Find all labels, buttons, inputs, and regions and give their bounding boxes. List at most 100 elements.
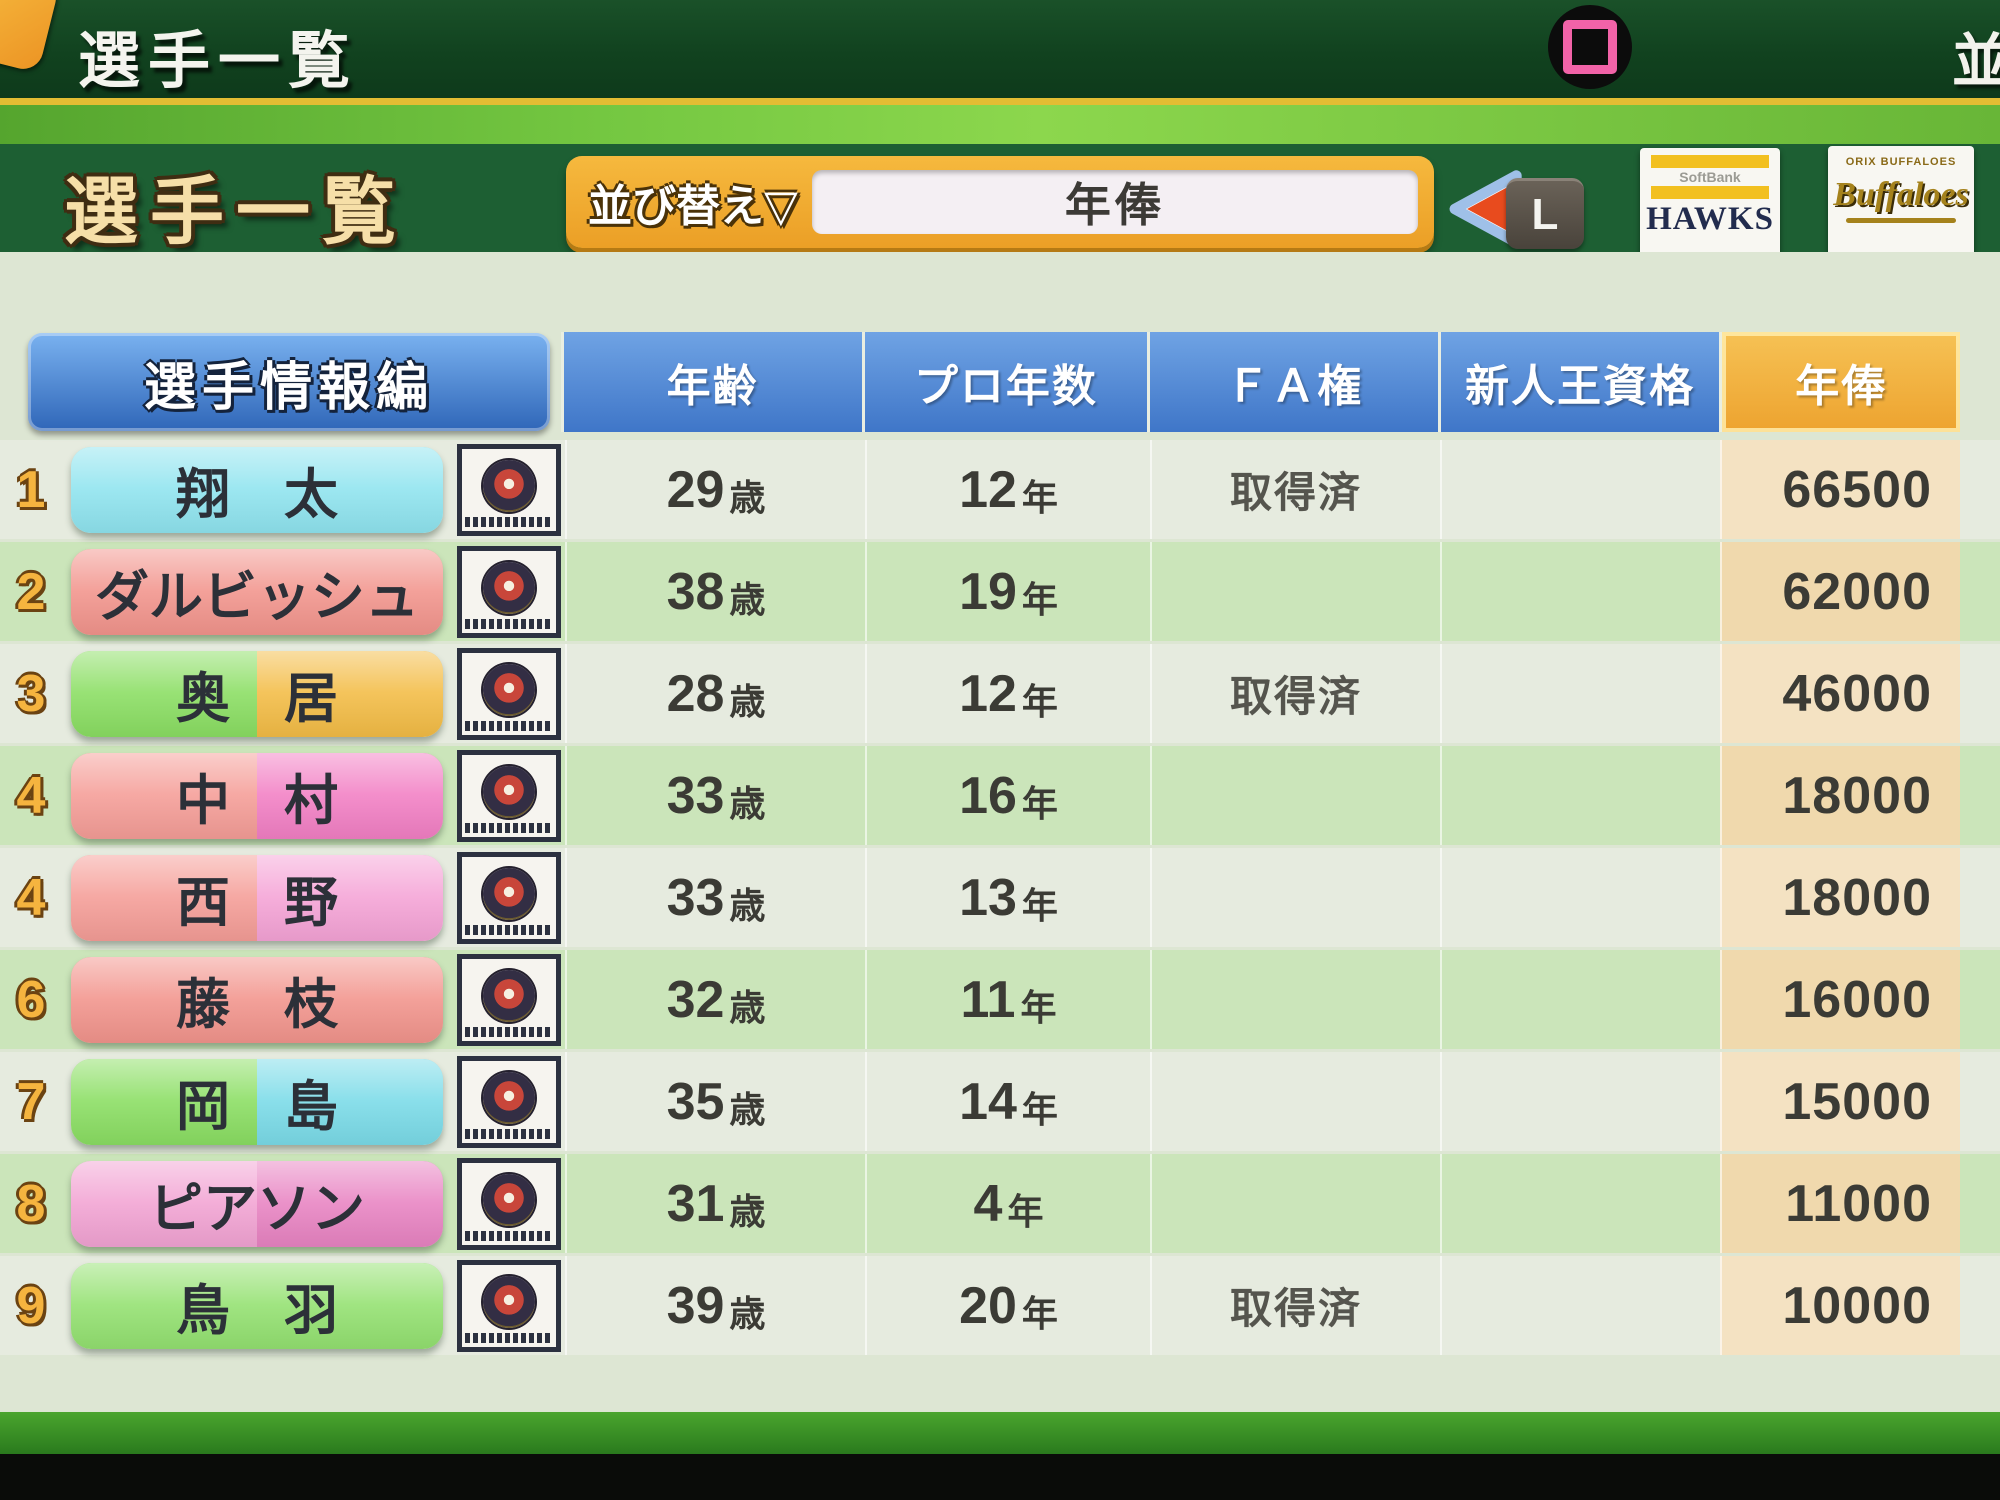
team-crest-icon [482,765,535,818]
square-button-icon[interactable] [1548,5,1632,89]
sort-value: 年俸 [1064,179,1165,231]
player-name: 奥 居 [176,669,338,729]
team-badge [456,647,561,740]
player-name-plate: 西 野 [71,854,443,941]
column-header-rookie: 新人王資格 [1438,332,1720,432]
player-row[interactable]: 1 翔 太 29 歳 12 年 取得済 66500 [0,440,2000,539]
team-crest-icon [482,1275,535,1328]
title-bar: 選手一覧 並 [0,0,2000,98]
l-shoulder-button[interactable]: L [1506,178,1584,249]
rank-label: 3 [16,664,46,723]
badge-caption [464,618,553,629]
player-row[interactable]: 9 鳥 羽 39 歳 20 年 取得済 10000 [0,1256,2000,1355]
player-name: ピアソン [149,1179,365,1239]
player-name: 藤 枝 [176,975,338,1035]
rank-label: 4 [16,766,46,825]
hawks-logo-text: HAWKS [1646,201,1774,237]
team-badge [456,1259,561,1352]
player-name-plate: 翔 太 [71,446,443,533]
player-row[interactable]: 7 岡 島 35 歳 14 年 15000 [0,1052,2000,1151]
years-value: 4 [973,1174,1003,1233]
badge-caption [464,1128,553,1139]
edit-mode-header: 選手情報編 [28,333,550,431]
age-suffix: 歳 [729,1292,766,1334]
team-badge [456,443,561,536]
fa-status: 取得済 [1229,1285,1362,1332]
age-suffix: 歳 [729,884,766,926]
team-card-hawks[interactable]: SoftBank HAWKS [1640,148,1780,264]
years-value: 16 [959,766,1017,825]
team-badge [456,545,561,638]
row-spacer [1960,1154,2000,1253]
bottom-green-band [0,1412,2000,1454]
rank-label: 1 [16,460,46,519]
buffaloes-logo-text: Buffaloes [1833,176,1969,213]
age-suffix: 歳 [729,1190,766,1232]
player-row[interactable]: 8 ピアソン 31 歳 4 年 11000 [0,1154,2000,1253]
age-suffix: 歳 [729,578,766,620]
age-value: 28 [666,664,725,723]
rank-label: 4 [16,868,46,927]
age-suffix: 歳 [729,782,766,824]
team-crest-icon [482,969,535,1022]
player-row[interactable]: 2 ダルビッシュ 38 歳 19 年 62000 [0,542,2000,641]
salary-value: 46000 [1782,664,1932,723]
bottom-bezel [0,1454,2000,1500]
age-value: 29 [666,460,725,519]
team-crest-icon [482,1071,535,1124]
age-value: 38 [666,562,725,621]
rank-label: 8 [16,1174,46,1233]
age-value: 35 [666,1072,725,1131]
age-suffix: 歳 [729,476,766,518]
row-spacer [1960,1256,2000,1355]
plate-gloss [71,650,443,737]
team-badge [456,1055,561,1148]
row-spacer [1960,848,2000,947]
sort-arrow-icon: ▽ [764,182,798,231]
years-suffix: 年 [1021,1292,1058,1334]
age-suffix: 歳 [729,680,766,722]
sort-control[interactable]: 並び替え▽ 年俸 [566,156,1434,248]
page-heading: 選手一覧 [64,170,408,253]
team-badge [456,851,561,944]
sort-hint-partial-text: 並 [1952,29,2000,94]
table-rows: 1 翔 太 29 歳 12 年 取得済 66500 2 [0,440,2000,1355]
years-value: 19 [959,562,1017,621]
years-value: 14 [959,1072,1017,1131]
player-row[interactable]: 4 中 村 33 歳 16 年 18000 [0,746,2000,845]
l-button-label: L [1531,190,1559,239]
age-suffix: 歳 [729,986,766,1028]
sort-value-dropdown[interactable]: 年俸 [811,170,1418,234]
team-crest-icon [482,459,535,512]
row-spacer [1960,1052,2000,1151]
screen-title: 選手一覧 [78,27,359,96]
salary-value: 66500 [1782,460,1932,519]
badge-caption [464,1230,553,1241]
buffaloes-underline [1846,218,1956,223]
row-spacer [1960,746,2000,845]
player-name: 鳥 羽 [176,1281,338,1341]
plate-gloss [71,1058,443,1145]
badge-caption [464,1026,553,1037]
rank-label: 2 [16,562,46,621]
team-card-buffaloes[interactable]: ORIX BUFFALOES Buffaloes [1828,146,1974,266]
column-header-salary: 年俸 [1719,332,1961,432]
years-value: 12 [959,460,1017,519]
player-name-plate: 中 村 [71,752,443,839]
fa-status: 取得済 [1229,673,1362,720]
divider-line [0,98,2000,105]
player-row[interactable]: 3 奥 居 28 歳 12 年 取得済 46000 [0,644,2000,743]
player-row[interactable]: 6 藤 枝 32 歳 11 年 16000 [0,950,2000,1049]
player-row[interactable]: 4 西 野 33 歳 13 年 18000 [0,848,2000,947]
team-crest-icon [482,1173,535,1226]
badge-caption [464,924,553,935]
team-crest-icon [482,867,535,920]
years-suffix: 年 [1021,578,1058,620]
plate-gloss [71,752,443,839]
salary-value: 62000 [1782,562,1932,621]
badge-caption [464,822,553,833]
years-suffix: 年 [1007,1190,1044,1232]
badge-caption [464,1332,553,1343]
team-badge [456,749,561,842]
